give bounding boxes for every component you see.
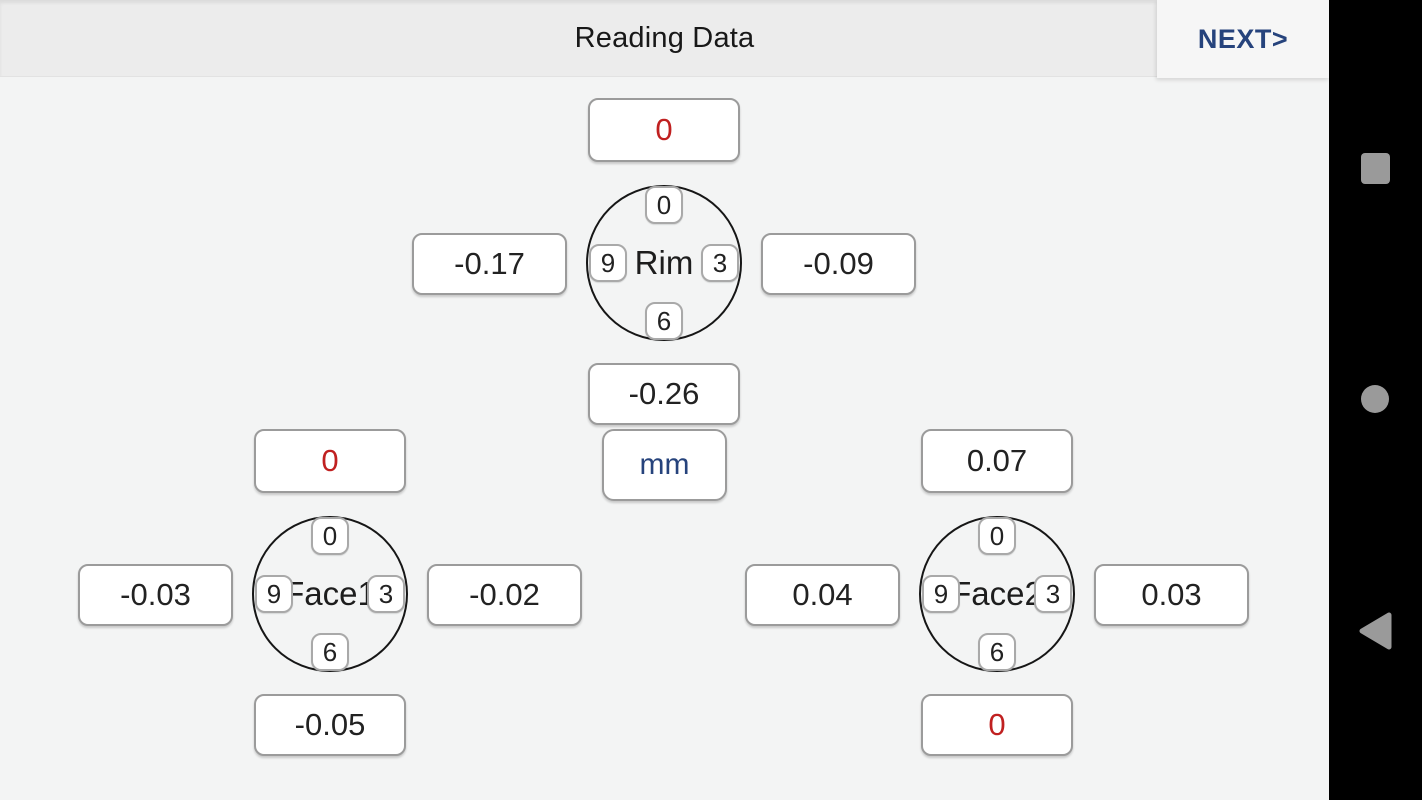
face1-marker-6: 6 (311, 633, 349, 671)
recents-square-icon[interactable] (1361, 153, 1390, 184)
face1-marker-9: 9 (255, 575, 293, 613)
face2-marker-9: 9 (922, 575, 960, 613)
back-triangle-icon[interactable] (1356, 610, 1394, 652)
home-circle-icon[interactable] (1361, 385, 1389, 413)
face2-value-right[interactable]: 0.03 (1094, 564, 1249, 626)
face1-marker-3: 3 (367, 575, 405, 613)
rim-value-top[interactable]: 0 (588, 98, 740, 162)
face1-marker-0: 0 (311, 517, 349, 555)
rim-dial-circle: Rim (586, 185, 742, 341)
face1-value-top[interactable]: 0 (254, 429, 406, 493)
rim-value-left[interactable]: -0.17 (412, 233, 567, 295)
face1-value-bottom[interactable]: -0.05 (254, 694, 406, 756)
next-button-label: NEXT> (1197, 23, 1289, 54)
face1-dial-label: Face1 (284, 575, 376, 612)
rim-dial-group: 0 -0.17 -0.09 -0.26 Rim 0 3 6 9 (412, 98, 916, 425)
face2-dial-group: 0.07 0.04 0.03 0 Face2 0 3 6 9 (745, 429, 1249, 756)
unit-button[interactable]: mm (602, 429, 727, 501)
rim-marker-0: 0 (645, 186, 683, 224)
face2-value-left[interactable]: 0.04 (745, 564, 900, 626)
face2-value-top[interactable]: 0.07 (921, 429, 1073, 493)
face2-marker-3: 3 (1034, 575, 1072, 613)
face2-marker-6: 6 (978, 633, 1016, 671)
rim-marker-9: 9 (589, 244, 627, 282)
face2-marker-0: 0 (978, 517, 1016, 555)
face1-dial-group: 0 -0.03 -0.02 -0.05 Face1 0 3 6 9 (78, 429, 582, 756)
rim-dial-label: Rim (634, 244, 694, 281)
face1-value-left[interactable]: -0.03 (78, 564, 233, 626)
face2-value-bottom[interactable]: 0 (921, 694, 1073, 756)
face1-value-right[interactable]: -0.02 (427, 564, 582, 626)
rim-value-bottom[interactable]: -0.26 (588, 363, 740, 425)
header-bar: Reading Data (0, 0, 1329, 77)
rim-marker-6: 6 (645, 302, 683, 340)
next-button[interactable]: NEXT> (1157, 0, 1329, 78)
page-title: Reading Data (574, 21, 755, 54)
rim-marker-3: 3 (701, 244, 739, 282)
rim-value-right[interactable]: -0.09 (761, 233, 916, 295)
android-nav-bar (1329, 0, 1422, 800)
face2-dial-label: Face2 (951, 575, 1043, 612)
